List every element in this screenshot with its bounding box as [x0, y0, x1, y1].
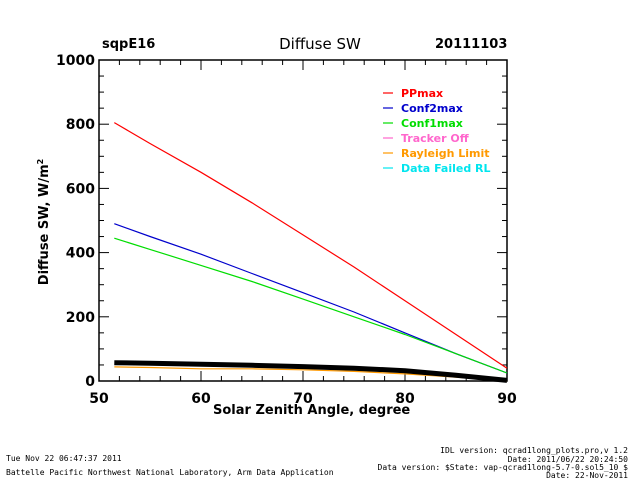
legend-entry: PPmax — [401, 87, 443, 100]
legend-entry: Conf2max — [401, 102, 463, 115]
footer-data-date: Date: 22-Nov-2011 — [546, 471, 628, 480]
y-axis-label: Diffuse SW, W/m2 — [36, 159, 52, 285]
y-tick-label: 800 — [66, 117, 95, 133]
y-tick-label: 200 — [66, 310, 95, 326]
y-tick-label: 0 — [85, 374, 95, 390]
legend-entry: Tracker Off — [401, 132, 469, 145]
y-tick-label: 600 — [66, 181, 95, 197]
series-line-ppmax — [113, 122, 508, 369]
series-line-conf1max — [114, 237, 508, 374]
x-tick-label: 50 — [89, 391, 109, 407]
x-axis-label: Solar Zenith Angle, degree — [213, 403, 411, 418]
y-tick-label: 1000 — [56, 53, 95, 69]
y-tick-label: 400 — [66, 246, 95, 262]
legend-entry: Conf1max — [401, 117, 463, 130]
x-tick-label: 90 — [497, 391, 517, 407]
legend-entry: Data Failed RL — [401, 162, 491, 175]
y-axis-label-text: Diffuse SW, W/m — [37, 164, 53, 286]
footer-idl-version: IDL version: qcrad1long_plots.pro,v 1.2 — [440, 446, 628, 455]
footer-org: Battelle Pacific Northwest National Labo… — [6, 468, 334, 477]
chart-title: Diffuse SW — [279, 35, 361, 53]
footer-idl-date: Date: 2011/06/22 20:24:50 — [507, 455, 628, 464]
footer-data-version: Data version: $State: vap-qcrad1long-5.7… — [377, 463, 628, 472]
x-tick-label: 70 — [293, 391, 313, 407]
site-label: sqpE16 — [102, 37, 156, 52]
x-tick-label: 60 — [191, 391, 211, 407]
series-line-measured — [114, 360, 508, 383]
footer-timestamp: Tue Nov 22 06:47:37 2011 — [6, 454, 122, 463]
y-axis-label-sup: 2 — [35, 158, 45, 165]
x-tick-label: 80 — [395, 391, 415, 407]
date-label: 20111103 — [435, 37, 508, 52]
legend-entry: Rayleigh Limit — [401, 147, 490, 160]
